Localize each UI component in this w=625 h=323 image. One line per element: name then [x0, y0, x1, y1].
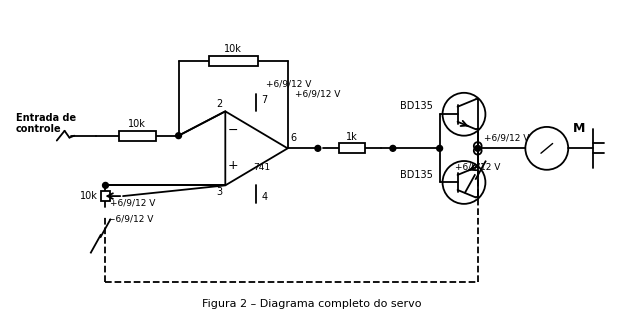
Text: +6/9/12 V: +6/9/12 V: [266, 79, 312, 89]
Circle shape: [315, 145, 321, 151]
Text: M: M: [573, 122, 586, 135]
Circle shape: [176, 133, 181, 139]
Text: BD135: BD135: [400, 101, 433, 111]
Text: 1k: 1k: [346, 131, 358, 141]
Bar: [209, 56, 258, 66]
Circle shape: [102, 182, 108, 188]
Text: 4: 4: [261, 192, 268, 202]
Text: +: +: [228, 159, 238, 172]
Text: 7: 7: [261, 95, 268, 105]
Text: +6/9/12 V: +6/9/12 V: [296, 89, 341, 98]
Text: −6/9/12 V: −6/9/12 V: [108, 214, 154, 224]
Bar: [101, 191, 111, 201]
Text: 10k: 10k: [224, 44, 242, 54]
Circle shape: [475, 145, 481, 151]
Text: 10k: 10k: [80, 191, 98, 201]
Text: 6: 6: [291, 133, 297, 143]
Bar: [119, 131, 156, 141]
Text: 741: 741: [253, 163, 270, 172]
Text: +6/9/12 V: +6/9/12 V: [111, 198, 156, 207]
Text: Figura 2 – Diagrama completo do servo: Figura 2 – Diagrama completo do servo: [202, 299, 422, 309]
Text: controle: controle: [16, 124, 61, 134]
Text: 3: 3: [216, 187, 222, 197]
Text: −: −: [228, 124, 238, 137]
Circle shape: [437, 145, 442, 151]
Text: +6/9/12 V: +6/9/12 V: [455, 162, 501, 172]
Bar: [339, 143, 365, 153]
Text: 10k: 10k: [127, 119, 146, 129]
Text: Entrada de: Entrada de: [16, 113, 76, 123]
Text: 2: 2: [216, 99, 222, 109]
Circle shape: [390, 145, 396, 151]
Text: BD135: BD135: [400, 170, 433, 180]
Text: +6/9/12 V: +6/9/12 V: [484, 134, 529, 143]
